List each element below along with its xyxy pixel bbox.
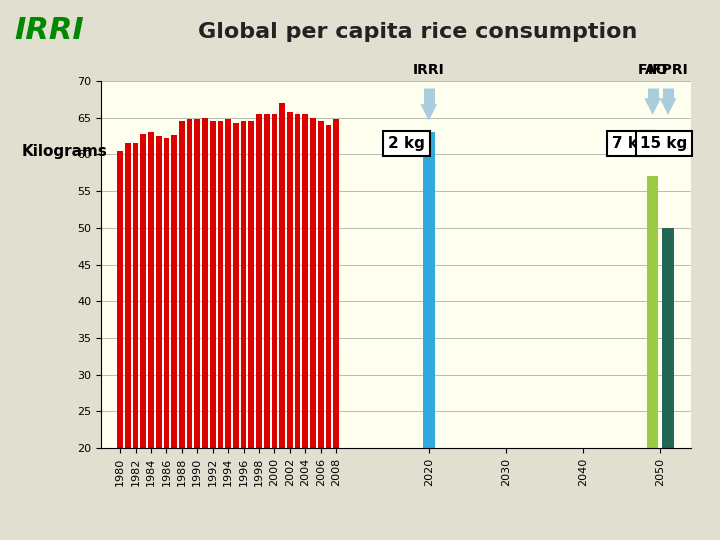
Text: 7 kg: 7 kg bbox=[612, 136, 649, 151]
Bar bbox=[647, 177, 658, 448]
Bar bbox=[325, 125, 331, 448]
Bar bbox=[156, 136, 161, 448]
Bar bbox=[194, 119, 200, 448]
Bar bbox=[171, 136, 177, 448]
Text: IFPRI: IFPRI bbox=[648, 63, 688, 77]
Bar bbox=[302, 114, 308, 448]
Bar bbox=[248, 122, 254, 448]
Bar bbox=[271, 114, 277, 448]
Bar bbox=[333, 119, 339, 448]
Bar bbox=[423, 132, 435, 448]
Bar bbox=[179, 122, 185, 448]
Bar bbox=[148, 132, 154, 448]
Bar bbox=[132, 144, 138, 448]
Bar bbox=[662, 228, 674, 448]
Bar bbox=[225, 119, 231, 448]
Bar bbox=[256, 114, 262, 448]
Bar bbox=[310, 118, 316, 448]
Bar bbox=[287, 112, 293, 448]
Text: 15 kg: 15 kg bbox=[640, 136, 688, 151]
Text: FAO: FAO bbox=[637, 63, 668, 77]
Text: IRRI: IRRI bbox=[413, 63, 445, 77]
Bar bbox=[318, 122, 324, 448]
Text: Global per capita rice consumption: Global per capita rice consumption bbox=[198, 22, 637, 42]
Bar bbox=[264, 114, 269, 448]
Text: 2 kg: 2 kg bbox=[388, 136, 425, 151]
Bar bbox=[294, 114, 300, 448]
Bar bbox=[240, 120, 246, 448]
Bar bbox=[233, 123, 239, 448]
Bar bbox=[279, 103, 285, 448]
Bar bbox=[125, 144, 131, 448]
Bar bbox=[217, 122, 223, 448]
Bar bbox=[202, 118, 208, 448]
Text: Kilograms: Kilograms bbox=[22, 144, 107, 159]
Bar bbox=[186, 119, 192, 448]
Text: IRRI: IRRI bbox=[14, 16, 84, 45]
Bar bbox=[117, 151, 123, 448]
Bar bbox=[163, 138, 169, 448]
Bar bbox=[210, 122, 215, 448]
Bar bbox=[140, 134, 146, 448]
